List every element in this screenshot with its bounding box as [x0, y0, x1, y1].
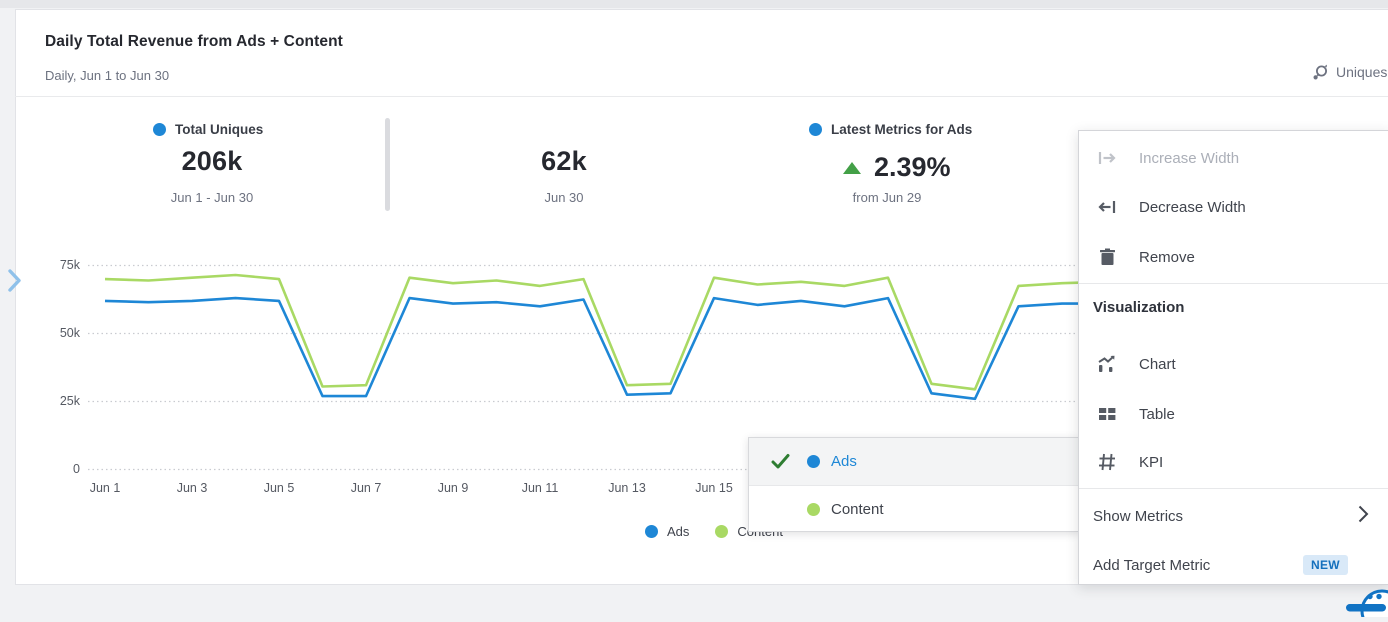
kpi-total-uniques-label-row: Total Uniques: [153, 122, 263, 137]
kpi-latest-value: 62k: [541, 146, 587, 176]
widget-title: Daily Total Revenue from Ads + Content: [45, 33, 343, 50]
panel-expand-chevron-icon[interactable]: [6, 268, 23, 298]
x-axis-tick: Jun 3: [176, 481, 208, 495]
uniques-label: Uniques: [1336, 64, 1388, 80]
menu-item-show-metrics[interactable]: Show Metrics: [1079, 501, 1388, 531]
kpi-divider: [385, 118, 390, 211]
kpi-total-uniques-value: 206k: [181, 146, 243, 176]
y-axis-tick: 50k: [59, 325, 80, 340]
x-axis-tick: Jun 7: [350, 481, 382, 495]
legend-dot-ads: [645, 525, 658, 538]
x-axis-tick: Jun 1: [89, 481, 121, 495]
series-dot-ads: [153, 123, 166, 136]
legend-item-ads[interactable]: Ads: [645, 524, 689, 539]
kpi-label: Total Uniques: [175, 122, 264, 137]
series-dropdown: Ads Content: [748, 437, 1080, 532]
chevron-right-icon: [1358, 505, 1369, 527]
dropdown-item-content[interactable]: Content: [749, 485, 1079, 532]
measured-as-uniques[interactable]: Uniques: [1312, 63, 1387, 81]
checkmark-icon: [771, 453, 791, 470]
delta-up-icon: [843, 161, 861, 174]
menu-label: Add Target Metric: [1093, 556, 1211, 574]
widget-header: [15, 9, 1388, 97]
menu-divider: [1079, 488, 1388, 489]
trash-icon: [1096, 248, 1118, 266]
menu-label: Table: [1139, 405, 1175, 423]
context-menu: Increase Width Decrease Width Remove Vis…: [1078, 130, 1388, 585]
new-badge: NEW: [1303, 555, 1348, 575]
x-axis-tick: Jun 9: [437, 481, 469, 495]
menu-item-decrease-width[interactable]: Decrease Width: [1079, 190, 1388, 224]
kpi-latest-metrics-value: 2.39%: [874, 152, 951, 182]
kpi-latest-metrics-label-row: Latest Metrics for Ads: [809, 122, 972, 137]
series-line-content: [104, 273, 1106, 391]
series-dot-ads: [809, 123, 822, 136]
menu-section-visualization: Visualization: [1093, 299, 1185, 316]
dropdown-label-content: Content: [831, 500, 884, 518]
decrease-width-icon: [1096, 199, 1118, 215]
series-line-ads: [104, 296, 1106, 401]
dropdown-item-ads[interactable]: Ads: [749, 438, 1079, 485]
menu-item-add-target-metric[interactable]: Add Target Metric NEW: [1079, 550, 1388, 580]
x-axis-tick: Jun 11: [521, 481, 559, 495]
menu-divider: [1079, 283, 1388, 284]
kpi-latest-value-period: Jun 30: [544, 190, 584, 205]
hash-icon: [1096, 453, 1118, 471]
menu-label: Remove: [1139, 248, 1195, 266]
x-axis-tick: Jun 5: [263, 481, 295, 495]
menu-label: KPI: [1139, 453, 1164, 471]
series-dot-ads: [807, 455, 820, 468]
kpi-label: Latest Metrics for Ads: [831, 122, 973, 137]
chart-icon: [1096, 355, 1118, 373]
widget-subtitle: Daily, Jun 1 to Jun 30: [45, 68, 170, 83]
menu-label: Chart: [1139, 355, 1176, 373]
series-dot-content: [807, 502, 820, 516]
y-axis-tick: 75k: [59, 257, 80, 272]
kpi-total-uniques-period: Jun 1 - Jun 30: [170, 190, 254, 205]
chat-assistant-button[interactable]: [1344, 584, 1388, 622]
kpi-latest-metrics-value-row: 2.39%: [843, 152, 951, 183]
menu-item-increase-width[interactable]: Increase Width: [1079, 141, 1388, 175]
legend-dot-content: [715, 525, 729, 538]
menu-item-table[interactable]: Table: [1079, 397, 1388, 431]
dropdown-label-ads: Ads: [831, 453, 857, 470]
top-page-strip: [0, 0, 1388, 8]
menu-item-kpi[interactable]: KPI: [1079, 445, 1388, 479]
increase-width-icon: [1096, 150, 1118, 166]
menu-label: Decrease Width: [1139, 198, 1246, 216]
menu-item-chart[interactable]: Chart: [1079, 347, 1388, 381]
x-axis-tick: Jun 13: [608, 481, 646, 495]
menu-item-remove[interactable]: Remove: [1079, 240, 1388, 274]
uniques-icon: [1312, 63, 1330, 81]
table-icon: [1096, 406, 1118, 422]
y-axis-tick: 0: [73, 461, 80, 476]
kpi-latest-metrics-period: from Jun 29: [852, 190, 922, 205]
x-axis-tick: Jun 15: [695, 481, 733, 495]
menu-label: Increase Width: [1139, 149, 1240, 167]
menu-label: Show Metrics: [1093, 507, 1184, 525]
legend-label-ads: Ads: [667, 524, 690, 539]
y-axis-tick: 25k: [59, 393, 80, 408]
